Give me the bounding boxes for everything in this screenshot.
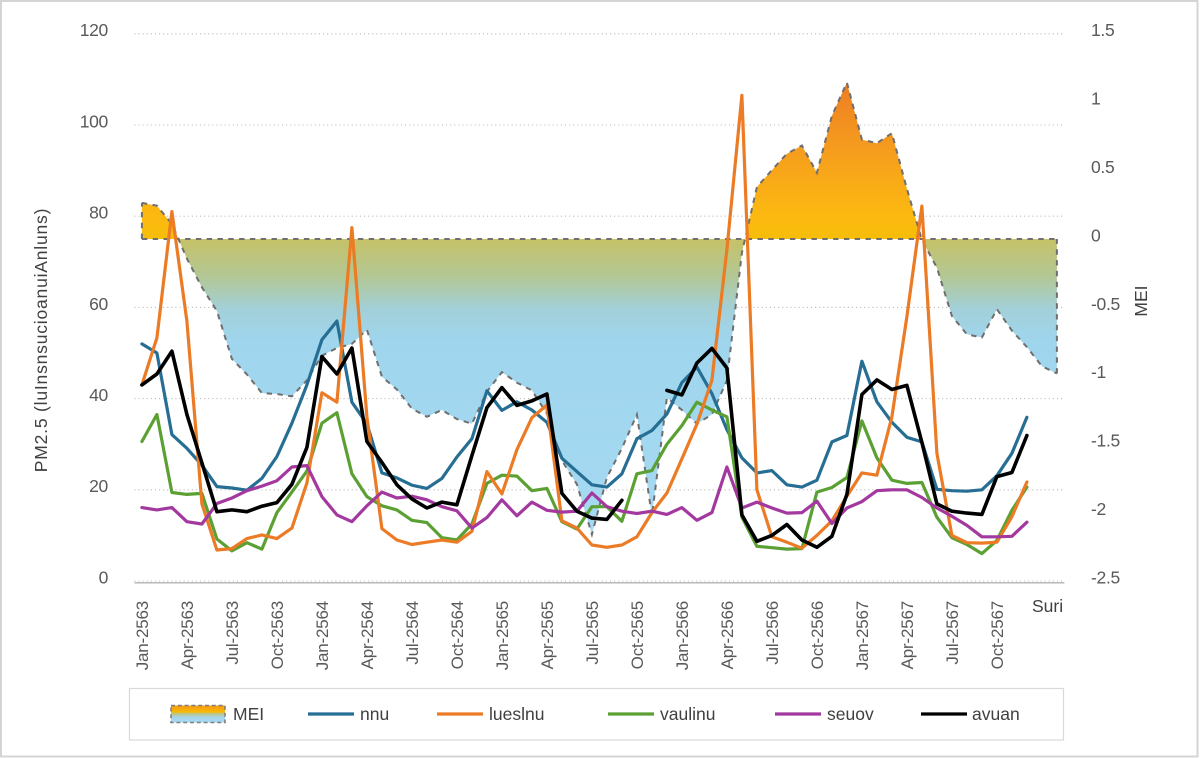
svg-text:Oct-2567: Oct-2567	[988, 601, 1007, 669]
svg-text:vaulinu: vaulinu	[660, 704, 715, 724]
svg-text:MEI: MEI	[233, 704, 264, 724]
svg-text:60: 60	[89, 294, 108, 314]
svg-text:0.5: 0.5	[1091, 157, 1114, 177]
svg-text:-2.5: -2.5	[1091, 567, 1120, 587]
svg-text:seuov: seuov	[827, 704, 874, 724]
svg-text:1.5: 1.5	[1091, 20, 1114, 40]
svg-text:MEI: MEI	[1131, 285, 1151, 316]
svg-text:1: 1	[1091, 89, 1100, 109]
svg-text:avuan: avuan	[972, 704, 1020, 724]
svg-text:Jan-2565: Jan-2565	[493, 601, 512, 670]
svg-text:lueslnu: lueslnu	[489, 704, 544, 724]
svg-text:-1.5: -1.5	[1091, 431, 1120, 451]
svg-text:0: 0	[99, 567, 109, 587]
svg-text:Oct-2563: Oct-2563	[268, 601, 287, 669]
svg-text:Apr-2567: Apr-2567	[898, 601, 917, 669]
svg-text:nnu: nnu	[360, 704, 389, 724]
svg-text:Suri: Suri	[1032, 596, 1063, 616]
svg-text:Oct-2566: Oct-2566	[808, 601, 827, 669]
svg-text:Jul-2565: Jul-2565	[583, 601, 602, 665]
svg-text:-1: -1	[1091, 362, 1106, 382]
svg-text:Jul-2566: Jul-2566	[763, 601, 782, 665]
svg-text:Jul-2563: Jul-2563	[223, 601, 242, 665]
svg-text:Jul-2567: Jul-2567	[943, 601, 962, 665]
svg-text:Jan-2564: Jan-2564	[313, 601, 332, 670]
svg-text:Jan-2567: Jan-2567	[853, 601, 872, 670]
svg-text:Apr-2563: Apr-2563	[178, 601, 197, 669]
svg-text:Jan-2566: Jan-2566	[673, 601, 692, 670]
svg-text:20: 20	[89, 476, 108, 496]
svg-text:100: 100	[80, 111, 109, 131]
svg-text:120: 120	[80, 20, 109, 40]
svg-text:40: 40	[89, 385, 108, 405]
svg-text:Oct-2565: Oct-2565	[628, 601, 647, 669]
svg-text:0: 0	[1091, 225, 1101, 245]
svg-text:Apr-2564: Apr-2564	[358, 601, 377, 669]
svg-text:Apr-2565: Apr-2565	[538, 601, 557, 669]
svg-text:Jan-2563: Jan-2563	[133, 601, 152, 670]
svg-text:-0.5: -0.5	[1091, 294, 1120, 314]
svg-text:-2: -2	[1091, 499, 1106, 519]
svg-text:Jul-2564: Jul-2564	[403, 601, 422, 665]
svg-text:Apr-2566: Apr-2566	[718, 601, 737, 669]
svg-text:Oct-2564: Oct-2564	[448, 601, 467, 669]
svg-text:PM2.5 (luInsnsucioanuiAnluns): PM2.5 (luInsnsucioanuiAnluns)	[31, 208, 51, 472]
svg-text:80: 80	[89, 203, 108, 223]
